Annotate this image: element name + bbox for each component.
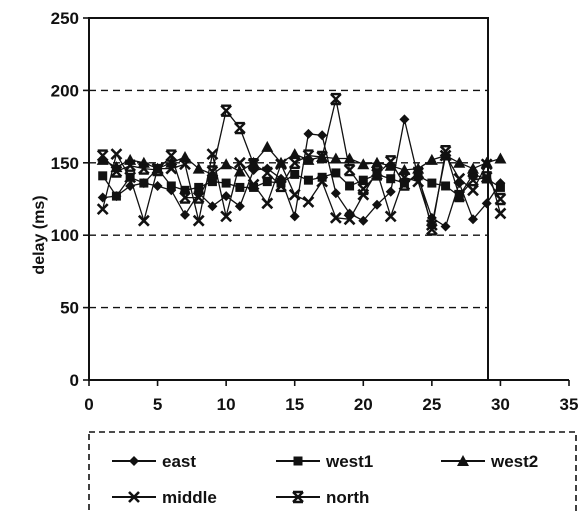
y-tick-label-150: 150 [51,154,79,173]
legend-label-west2: west2 [490,452,538,471]
legend-label-west1: west1 [325,452,373,471]
data-point-middle-28 [466,184,480,197]
data-point-west1-1 [98,171,108,181]
legend-label-middle: middle [162,488,217,507]
y-axis-tick-labels: 0 50 100 150 200 250 [51,9,89,390]
data-point-middle-16 [302,195,315,209]
data-point-west2-28 [467,162,479,174]
data-point-west1-16 [303,175,313,185]
data-point-west1-2 [111,191,121,201]
data-point-west1-10 [221,178,231,188]
data-point-west2-13 [261,140,274,152]
y-tick-label-100: 100 [51,226,79,245]
legend-box [88,431,577,514]
x-tick-label-25: 25 [422,395,441,414]
x-tick-label-5: 5 [153,395,162,414]
legend-item-middle: middle [112,488,217,507]
data-point-west2-3 [124,153,137,165]
y-axis-title: delay (ms) [31,195,48,274]
data-point-west1-26 [441,181,451,191]
legend-marker-west1 [293,456,303,466]
legend-label-north: north [326,488,369,507]
x-tick-label-0: 0 [84,395,93,414]
data-point-east-16 [303,128,314,139]
data-point-middle-10 [219,210,233,223]
x-tick-label-35: 35 [560,395,579,414]
data-point-west2-30 [494,152,507,164]
data-point-west1-18 [331,168,341,178]
data-point-north-10 [219,104,233,117]
legend-label-east: east [162,452,196,471]
x-axis-tick-labels: 0 5 10 15 20 25 30 35 [84,380,578,414]
y-tick-label-200: 200 [51,81,79,100]
data-point-middle-2 [110,147,123,161]
data-point-middle-13 [260,197,274,210]
x-tick-label-30: 30 [491,395,510,414]
data-point-north-11 [233,121,247,135]
y-tick-label-50: 50 [60,299,79,318]
data-point-west1-25 [427,178,437,188]
data-point-west1-4 [139,178,149,188]
data-point-east-18 [330,188,341,199]
plot-area [88,17,569,381]
data-point-west1-6 [166,181,176,191]
series-west2 [96,140,507,180]
series-north [96,92,507,236]
data-point-middle-30 [494,207,507,220]
data-point-west2-10 [220,158,233,170]
series-west1 [98,164,505,201]
x-tick-label-15: 15 [285,395,304,414]
legend-marker-east [129,456,139,466]
legend-item-west1: west1 [276,452,373,471]
data-point-west2-25 [425,153,438,165]
data-point-east-7 [180,209,190,220]
data-point-east-26 [440,221,451,232]
data-point-west1-15 [290,169,300,179]
y-tick-label-0: 0 [70,371,79,390]
data-point-east-15 [289,211,300,222]
data-point-east-23 [399,114,410,125]
data-point-west1-19 [345,181,355,191]
data-point-east-11 [234,201,245,212]
data-point-middle-22 [384,210,398,223]
x-tick-label-20: 20 [354,395,373,414]
data-point-middle-1 [96,202,110,216]
data-point-middle-8 [192,214,206,228]
legend-item-east: east [112,452,196,471]
data-point-west1-22 [386,174,396,184]
data-point-middle-4 [137,214,151,228]
data-point-west1-11 [235,182,245,192]
data-point-east-17 [317,130,328,141]
x-tick-label-10: 10 [217,395,236,414]
legend-item-north: north [276,488,369,507]
y-tick-label-250: 250 [51,9,79,28]
data-point-north-18 [329,92,343,106]
legend-item-west2: west2 [441,452,538,471]
data-point-west1-30 [495,182,505,192]
legend: east west1 west2 middle north [88,431,577,514]
